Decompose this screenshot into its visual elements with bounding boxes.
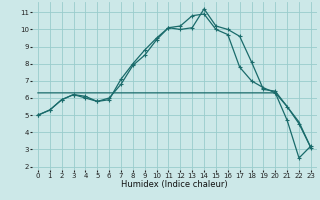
X-axis label: Humidex (Indice chaleur): Humidex (Indice chaleur) [121, 180, 228, 189]
